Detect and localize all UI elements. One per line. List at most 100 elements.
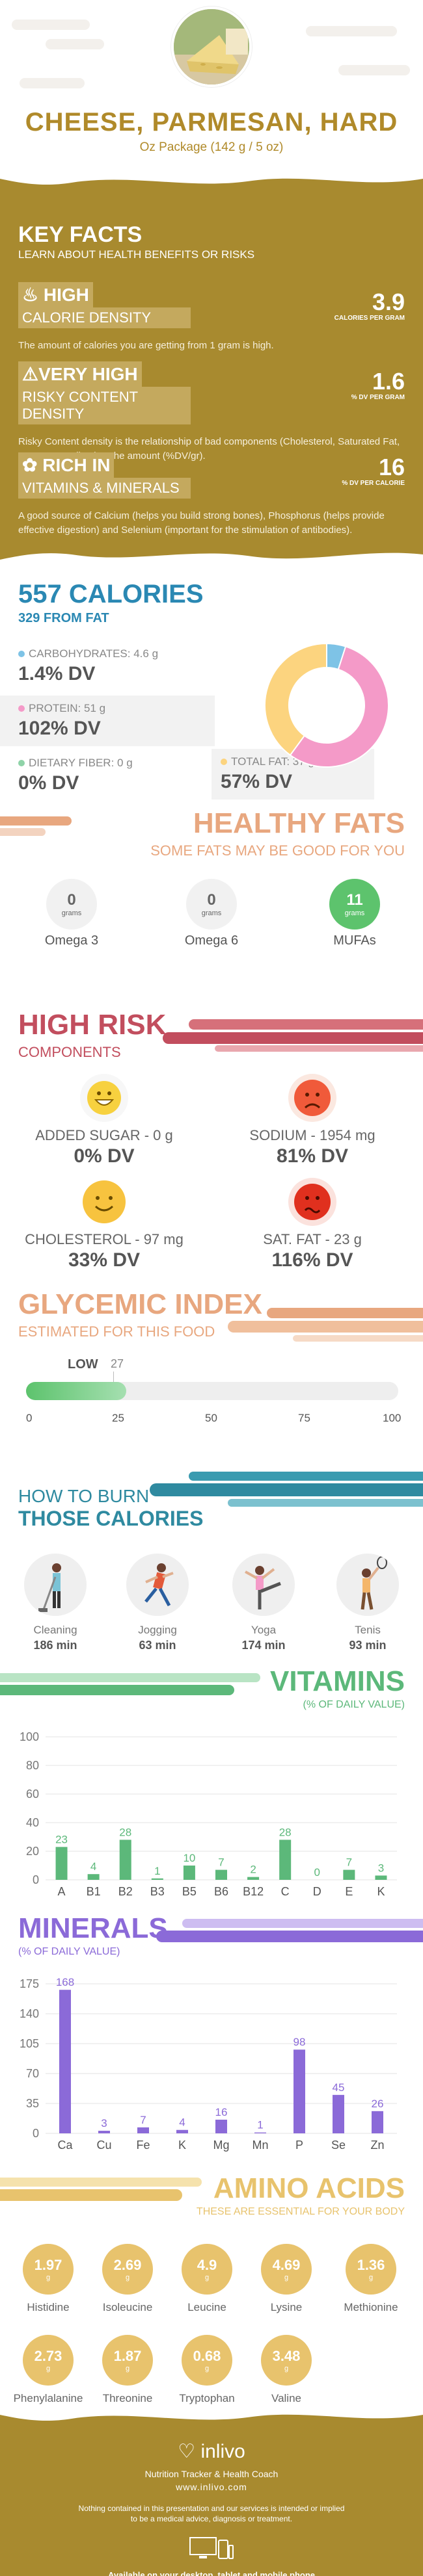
fact-level: ✿ RICH IN bbox=[18, 452, 115, 478]
gly-tick: 25 bbox=[112, 1412, 124, 1424]
bar-value-label: 4 bbox=[90, 1860, 96, 1873]
calories-title: 557 CALORIES bbox=[18, 580, 204, 608]
amino-circle: 1.87 g bbox=[102, 2335, 153, 2386]
bar-value-label: 1 bbox=[257, 2119, 263, 2131]
high-risk-section: HIGH RISK COMPONENTS ADDED SUGAR - 0 g 0… bbox=[0, 1002, 423, 1288]
gly-tick: 75 bbox=[298, 1412, 310, 1424]
risk-label: ADDED SUGAR - 0 g bbox=[35, 1127, 173, 1143]
vitamins-title: VITAMINS bbox=[270, 1665, 405, 1697]
burn-title-line1: HOW TO BURN bbox=[18, 1486, 150, 1506]
fiber-dv: 0% DV bbox=[18, 772, 79, 794]
bar bbox=[119, 1840, 131, 1880]
amino-value: 4.69 bbox=[272, 2257, 301, 2273]
amino-item-phenylalanine: 2.73 g Phenylalanine bbox=[9, 2335, 87, 2405]
vitamins-bar-chart: 0 20 40 60 80 100 23 A 4 B1 28 B2 1 B3 10 B5 7 B6 2 B12 28 C 0… bbox=[20, 1730, 397, 1898]
bar-value-label: 4 bbox=[179, 2116, 185, 2129]
decor-cloud bbox=[20, 78, 85, 88]
amino-name: Tryptophan bbox=[179, 2392, 235, 2404]
healthy-fats-subtitle: SOME FATS MAY BE GOOD FOR YOU bbox=[150, 842, 405, 859]
amino-name: Valine bbox=[271, 2392, 301, 2404]
fat-omega-3: 0 grams Omega 3 bbox=[26, 879, 117, 948]
amino-value: 2.73 bbox=[34, 2348, 62, 2364]
x-tick-label: Cu bbox=[96, 2139, 111, 2152]
amino-circle: 3.48 g bbox=[261, 2335, 312, 2386]
amino-name: Histidine bbox=[27, 2301, 70, 2313]
fat-name: Omega 3 bbox=[44, 933, 99, 948]
amino-value: 1.87 bbox=[113, 2348, 142, 2364]
high-risk-title: HIGH RISK bbox=[18, 1009, 167, 1041]
fact-value: 1.6% DV PER GRAM bbox=[351, 368, 405, 401]
decor-stripes bbox=[150, 1472, 423, 1507]
bar-value-label: 28 bbox=[279, 1826, 292, 1838]
bar-value-label: 7 bbox=[346, 1856, 352, 1869]
amino-item-methionine: 1.36 g Methionine bbox=[332, 2244, 410, 2314]
fact-vitamins-minerals: ✿ RICH IN VITAMINS & MINERALS 16% DV PER… bbox=[18, 452, 405, 538]
amino-unit: g bbox=[284, 2274, 289, 2282]
amino-name: Phenylalanine bbox=[13, 2392, 83, 2404]
brand-url[interactable]: www.inlivo.com bbox=[176, 2482, 247, 2492]
brand-tagline: Nutrition Tracker & Health Coach bbox=[144, 2469, 279, 2479]
risk-dv: 0% DV bbox=[74, 1145, 135, 1167]
risk-dv: 81% DV bbox=[276, 1145, 349, 1167]
x-tick-label: P bbox=[295, 2139, 303, 2152]
activity-minutes: 186 min bbox=[33, 1639, 77, 1652]
x-tick-label: B6 bbox=[214, 1885, 228, 1898]
warning-icon: ⚠ bbox=[22, 364, 39, 384]
fat-mufas: 11 grams MUFAs bbox=[309, 879, 400, 948]
amino-value: 2.69 bbox=[113, 2257, 142, 2273]
x-tick-label: D bbox=[313, 1885, 321, 1898]
bar-value-label: 7 bbox=[140, 2114, 146, 2126]
risk-dv: 116% DV bbox=[271, 1249, 353, 1271]
amino-acids-section: AMINO ACIDS THESE ARE ESSENTIAL FOR YOUR… bbox=[0, 2172, 423, 2406]
risk-label: SAT. FAT - 23 g bbox=[263, 1231, 362, 1247]
y-tick-label: 80 bbox=[26, 1759, 39, 1772]
bar bbox=[176, 2129, 188, 2133]
protein-dv: 102% DV bbox=[18, 718, 101, 739]
y-tick-label: 70 bbox=[26, 2067, 39, 2080]
fat-name: MUFAs bbox=[333, 933, 376, 948]
decor-stripes bbox=[163, 1019, 423, 1052]
protein-dot-icon bbox=[18, 705, 25, 712]
calories-donut-chart bbox=[264, 642, 389, 768]
activity-name: Jogging bbox=[138, 1624, 177, 1636]
amino-circle: 1.97 g bbox=[23, 2244, 74, 2295]
fat-omega-6: 0 grams Omega 6 bbox=[166, 879, 257, 948]
fat-circle: 11 grams bbox=[329, 879, 380, 930]
fat-dot-icon bbox=[221, 759, 227, 765]
burn-calories-section: HOW TO BURN THOSE CALORIES Cleaning 186 … bbox=[0, 1470, 423, 1665]
brand-logo[interactable]: ♡ inlivo bbox=[178, 2441, 245, 2462]
bar-value-label: 2 bbox=[250, 1864, 256, 1876]
glycemic-fill bbox=[26, 1382, 127, 1400]
bar bbox=[137, 2127, 149, 2133]
cheese-photo-icon bbox=[171, 7, 252, 87]
y-tick-label: 105 bbox=[20, 2037, 39, 2050]
page-title: CHEESE, PARMESAN, HARD bbox=[25, 108, 398, 137]
fact-level: ♨ HIGH bbox=[18, 282, 93, 307]
smile-face-icon bbox=[80, 1178, 128, 1226]
y-tick-label: 35 bbox=[26, 2097, 39, 2110]
key-facts-title: KEY FACTS bbox=[18, 222, 143, 247]
bar-value-label: 45 bbox=[333, 2081, 345, 2094]
decor-cloud bbox=[12, 20, 90, 30]
minerals-subtitle: (% OF DAILY VALUE) bbox=[18, 1946, 120, 1957]
amino-circle: 2.69 g bbox=[102, 2244, 153, 2295]
nutrient-protein: PROTEIN: 51 g 102% DV bbox=[0, 696, 215, 746]
bar-value-label: 168 bbox=[56, 1976, 74, 1988]
bar bbox=[375, 1875, 387, 1880]
amino-unit: g bbox=[46, 2274, 51, 2282]
bar bbox=[183, 1866, 195, 1880]
decor-cloud bbox=[338, 65, 410, 75]
bar bbox=[279, 1840, 292, 1880]
amino-circle: 2.73 g bbox=[23, 2335, 74, 2386]
key-facts-subtitle: LEARN ABOUT HEALTH BENEFITS OR RISKS bbox=[18, 248, 255, 261]
amino-item-threonine: 1.87 g Threonine bbox=[89, 2335, 167, 2405]
x-tick-label: B2 bbox=[118, 1885, 133, 1898]
x-tick-label: B5 bbox=[182, 1885, 197, 1898]
amino-title: AMINO ACIDS bbox=[213, 2172, 405, 2204]
bar bbox=[98, 2131, 110, 2133]
decor-cloud bbox=[46, 39, 104, 49]
bar bbox=[247, 1877, 260, 1880]
amino-value: 1.36 bbox=[357, 2257, 385, 2273]
glycemic-axis: 0 25 50 75 100 bbox=[26, 1412, 401, 1425]
x-tick-label: Zn bbox=[370, 2139, 384, 2152]
